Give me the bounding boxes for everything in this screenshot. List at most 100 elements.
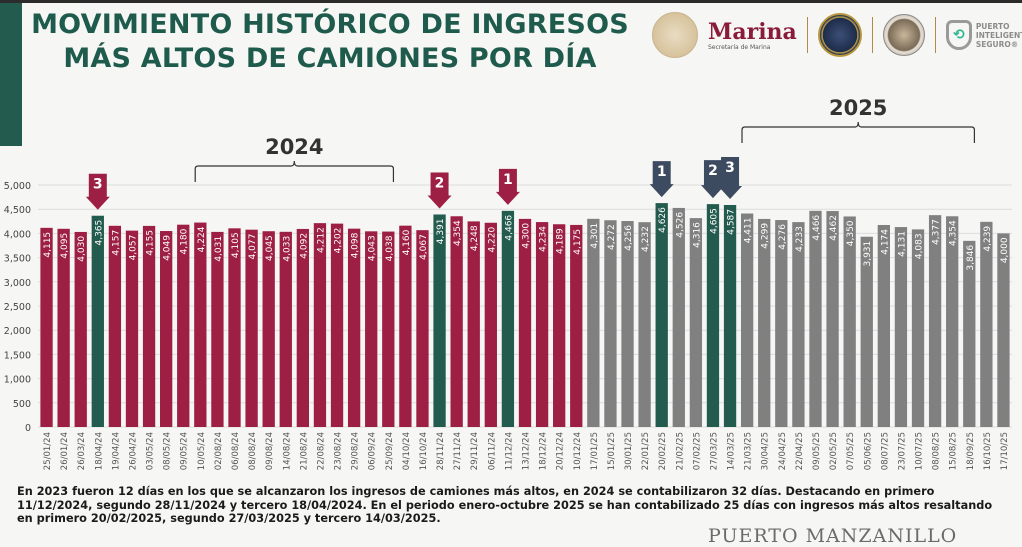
bar-value-label: 4,202 bbox=[334, 228, 344, 254]
bar-value-label: 4,391 bbox=[436, 218, 446, 244]
bar bbox=[672, 207, 685, 427]
rank-number-label: 2 bbox=[708, 163, 718, 179]
bar bbox=[125, 230, 139, 427]
bar bbox=[809, 210, 822, 427]
x-tick-label: 21/02/25 bbox=[675, 432, 685, 470]
rank-arrow-icon bbox=[427, 172, 452, 209]
logo-strip: Marina Secretaría de Marina ⟲ PUERTO INT… bbox=[652, 10, 1022, 60]
bar bbox=[758, 218, 771, 427]
year-brace bbox=[194, 160, 395, 182]
bar-value-label: 4,248 bbox=[470, 225, 480, 251]
x-tick-label: 08/08/24 bbox=[248, 432, 258, 470]
bar-value-label: 4,239 bbox=[983, 226, 993, 252]
x-tick-label: 08/05/24 bbox=[163, 432, 173, 470]
bar-value-label: 4,605 bbox=[709, 208, 719, 234]
x-tick-label: 09/08/24 bbox=[265, 432, 275, 470]
bar-value-label: 4,000 bbox=[1000, 237, 1010, 263]
bar bbox=[279, 231, 292, 427]
x-tick-label: 30/04/25 bbox=[761, 432, 771, 470]
bar bbox=[57, 228, 70, 427]
year-group-label: 2025 bbox=[829, 96, 887, 120]
bar bbox=[382, 231, 395, 427]
y-tick-label: 3,500 bbox=[4, 254, 31, 265]
bar bbox=[177, 224, 190, 427]
rank-number-label: 2 bbox=[435, 175, 445, 191]
bar-value-label: 4,157 bbox=[111, 230, 121, 256]
bar bbox=[587, 218, 600, 427]
x-tick-label: 22/01/25 bbox=[641, 432, 651, 470]
bar-value-label: 4,466 bbox=[504, 215, 514, 241]
y-tick-label: 2,000 bbox=[4, 326, 31, 337]
x-tick-label: 07/05/25 bbox=[846, 432, 856, 470]
y-tick-label: 2,500 bbox=[4, 302, 31, 313]
bar bbox=[826, 211, 839, 427]
bar bbox=[706, 204, 720, 427]
x-tick-label: 17/10/25 bbox=[1000, 432, 1010, 470]
logo-divider bbox=[934, 17, 936, 53]
bar-value-label: 4,626 bbox=[658, 207, 668, 233]
marina-logo: Marina Secretaría de Marina bbox=[708, 20, 797, 51]
bar-value-label: 4,077 bbox=[248, 234, 258, 260]
bar bbox=[194, 222, 207, 427]
x-tick-label: 23/08/24 bbox=[334, 432, 344, 470]
bar-value-label: 4,526 bbox=[675, 212, 685, 238]
rank-number-label: 3 bbox=[725, 160, 735, 176]
x-tick-label: 18/09/25 bbox=[966, 432, 976, 470]
rank-arrow-icon bbox=[700, 160, 725, 199]
x-tick-label: 20/12/24 bbox=[556, 432, 566, 470]
x-tick-label: 08/07/25 bbox=[880, 432, 890, 470]
bar bbox=[91, 215, 104, 427]
y-tick-label: 0 bbox=[25, 423, 31, 434]
bar bbox=[911, 229, 925, 427]
x-tick-label: 22/08/24 bbox=[316, 432, 326, 470]
bar bbox=[262, 231, 275, 427]
x-tick-label: 16/10/25 bbox=[983, 432, 993, 470]
naval-emblem-icon bbox=[817, 13, 862, 57]
bar-value-label: 4,212 bbox=[316, 227, 326, 253]
bar-value-label: 4,030 bbox=[77, 236, 87, 262]
shield-icon: ⟲ bbox=[945, 20, 972, 50]
bar-value-label: 4,350 bbox=[846, 220, 856, 246]
bar bbox=[501, 210, 515, 427]
rank-number-label: 1 bbox=[657, 164, 667, 180]
bar-value-label: 4,033 bbox=[282, 236, 292, 262]
bar-value-label: 4,115 bbox=[43, 232, 53, 258]
puerto-inteligente-seguro-logo: ⟲ PUERTO INTELIGENTE SEGURO® bbox=[945, 20, 1022, 50]
y-tick-label: 1,000 bbox=[4, 375, 31, 386]
bar bbox=[723, 204, 737, 427]
bar bbox=[74, 231, 87, 427]
x-tick-label: 16/10/24 bbox=[419, 432, 429, 470]
bar bbox=[997, 233, 1010, 427]
bar bbox=[399, 225, 412, 427]
bar bbox=[450, 216, 463, 427]
title-line-1: MOVIMIENTO HISTÓRICO DE INGRESOS bbox=[31, 9, 629, 40]
x-tick-label: 03/05/24 bbox=[146, 432, 156, 470]
bar-value-label: 4,354 bbox=[453, 220, 463, 246]
bar-value-label: 4,098 bbox=[351, 232, 361, 258]
bar-value-label: 4,233 bbox=[795, 226, 805, 252]
pis-line-2: INTELIGENTE bbox=[975, 30, 1022, 40]
bar-value-label: 4,272 bbox=[607, 224, 617, 250]
title-line-2: MÁS ALTOS DE CAMIONES POR DÍA bbox=[63, 43, 597, 74]
x-tick-label: 29/08/24 bbox=[351, 432, 361, 470]
bar-value-label: 4,365 bbox=[94, 220, 104, 246]
x-tick-label: 17/01/25 bbox=[590, 432, 600, 470]
bar bbox=[347, 228, 361, 427]
bar-value-label: 4,299 bbox=[761, 223, 771, 249]
bar bbox=[775, 220, 788, 427]
x-tick-label: 25/01/24 bbox=[43, 432, 53, 470]
bar bbox=[946, 216, 959, 427]
x-tick-label: 25/09/24 bbox=[385, 432, 395, 470]
x-tick-label: 20/02/25 bbox=[658, 432, 668, 470]
bar-value-label: 4,377 bbox=[932, 219, 942, 245]
bar bbox=[655, 203, 668, 427]
bar bbox=[860, 236, 873, 427]
x-tick-label: 18/12/24 bbox=[539, 432, 549, 470]
bar bbox=[621, 221, 634, 427]
port-authority-emblem-icon bbox=[882, 14, 925, 56]
pis-line-1: PUERTO bbox=[975, 21, 1010, 31]
x-tick-label: 09/05/25 bbox=[812, 432, 822, 470]
bar-value-label: 4,300 bbox=[522, 223, 532, 249]
y-tick-label: 4,000 bbox=[4, 229, 31, 240]
x-tick-label: 05/06/25 bbox=[863, 432, 873, 470]
